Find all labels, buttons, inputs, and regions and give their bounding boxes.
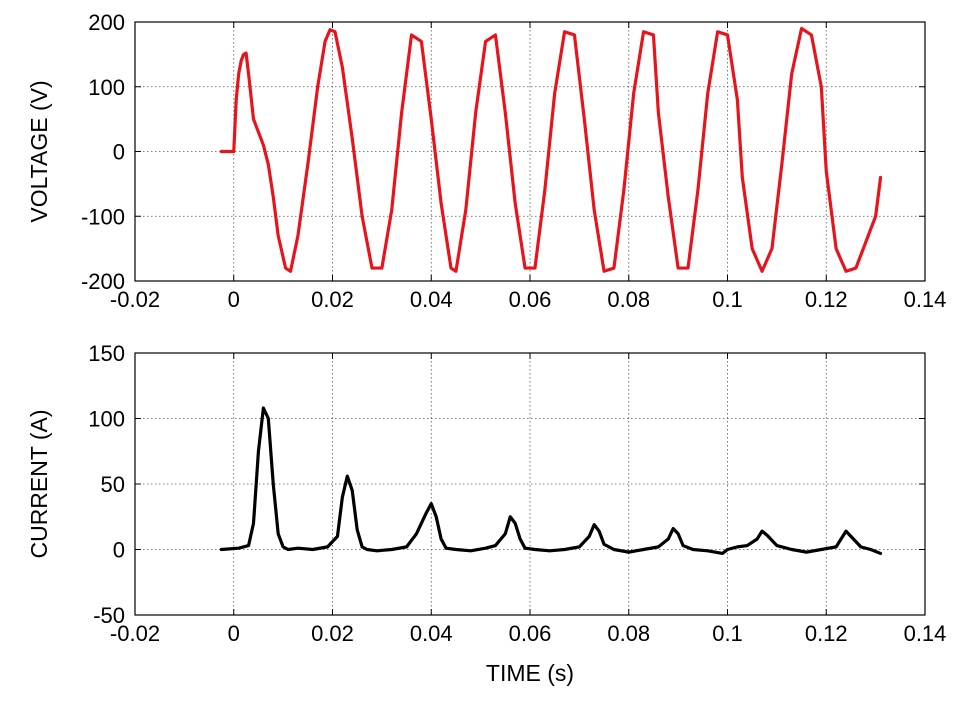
voltage-x-tick-label: -0.02 [110, 287, 160, 312]
voltage-x-tick-label: 0 [228, 287, 240, 312]
current-panel: -0.02 0 0.02 0.04 0.06 0.08 0.1 0.12 0.14 150 100 5… [26, 341, 946, 686]
current-y-tick-label: -50 [93, 603, 125, 628]
current-x-tick-label: 0.12 [805, 621, 848, 646]
current-x-tick-label: 0.02 [311, 621, 354, 646]
voltage-panel: -0.02 0 0.02 0.04 0.06 0.08 0.1 0.12 0.14 200 100 0… [26, 10, 946, 312]
current-x-tick-label: 0.1 [712, 621, 743, 646]
current-series-line [219, 406, 883, 556]
voltage-x-tick-label: 0.12 [805, 287, 848, 312]
current-y-axis-label: CURRENT (A) [26, 409, 52, 558]
voltage-y-tick-label: -100 [81, 204, 125, 229]
current-y-tick-label: 0 [113, 538, 125, 563]
current-x-tick-label: -0.02 [110, 621, 160, 646]
voltage-x-tick-label: 0.06 [509, 287, 552, 312]
voltage-x-tick-label: 0.02 [311, 287, 354, 312]
voltage-y-tick-label: 100 [88, 75, 125, 100]
current-x-tick-label: 0 [228, 621, 240, 646]
current-plot-area [135, 353, 925, 615]
voltage-y-tick-label: -200 [81, 269, 125, 294]
current-x-tick-label: 0.08 [607, 621, 650, 646]
current-x-tick-label: 0.06 [509, 621, 552, 646]
voltage-series-line [219, 26, 883, 273]
voltage-y-tick-label: 0 [113, 140, 125, 165]
voltage-y-tick-label: 200 [88, 10, 125, 35]
current-x-tick-label: 0.14 [904, 621, 947, 646]
current-y-tick-label: 100 [88, 407, 125, 432]
current-y-tick-label: 150 [88, 341, 125, 366]
voltage-x-tick-label: 0.04 [410, 287, 453, 312]
voltage-y-axis-label: VOLTAGE (V) [26, 80, 52, 222]
voltage-x-tick-label: 0.1 [712, 287, 743, 312]
current-y-tick-label: 50 [101, 472, 125, 497]
current-x-axis-label: TIME (s) [486, 660, 574, 686]
voltage-x-tick-label: 0.08 [607, 287, 650, 312]
current-x-tick-label: 0.04 [410, 621, 453, 646]
voltage-x-tick-label: 0.14 [904, 287, 947, 312]
